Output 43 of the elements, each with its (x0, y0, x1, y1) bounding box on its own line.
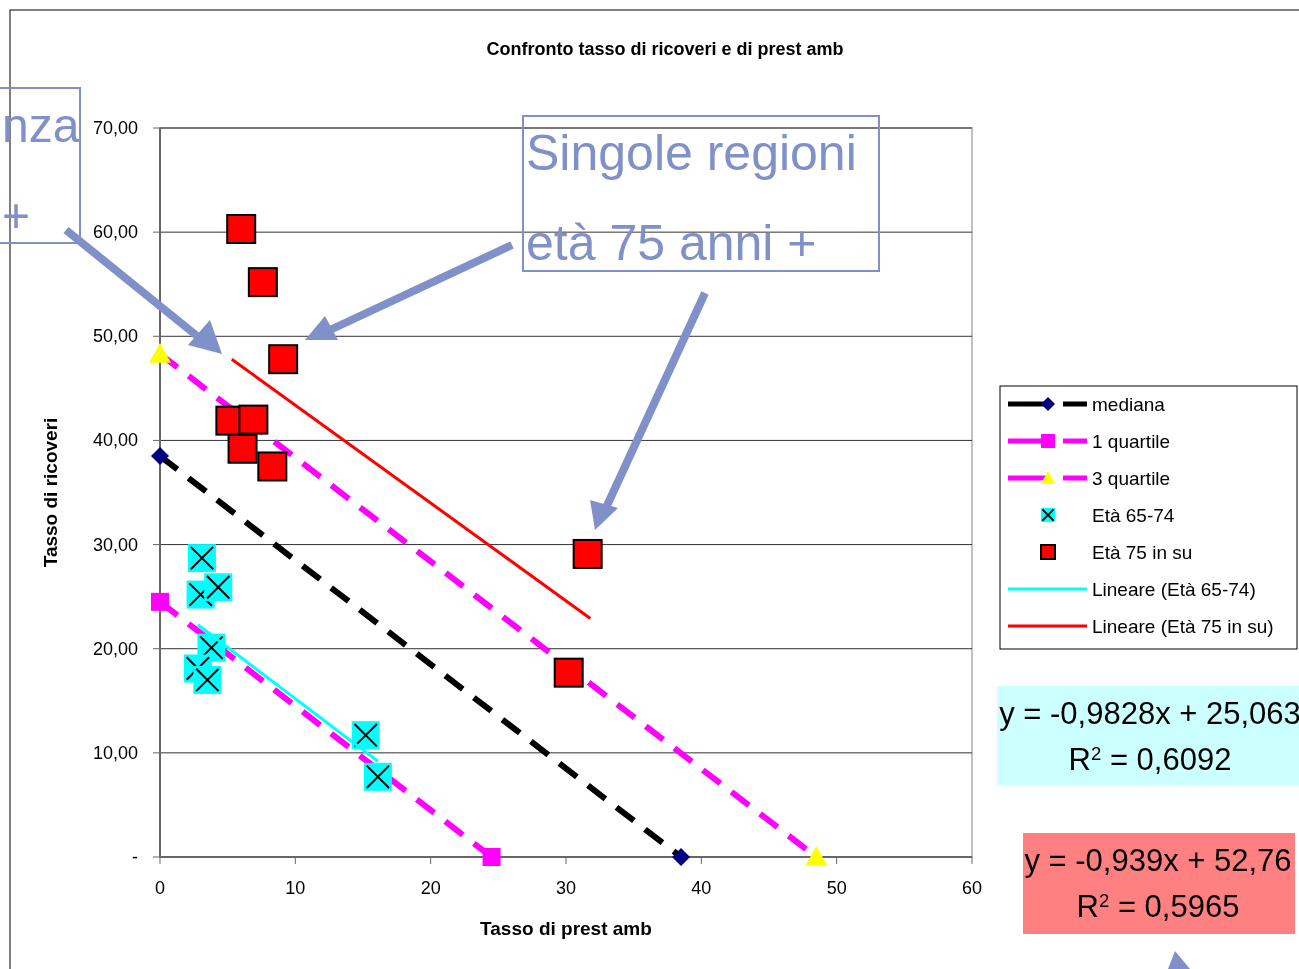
point (268, 344, 299, 375)
text: y = -0,9828x + 25,063 (999, 696, 1299, 731)
point (553, 657, 584, 688)
text: R$^{2}$ = 0,6092 (1068, 742, 1232, 777)
legend-label: 1 quartile (1092, 431, 1171, 452)
text: R$^{2}$ = 0,5965 (1076, 889, 1240, 924)
legend-label: Età 75 in su (1092, 542, 1193, 563)
annotation: Singole regioni (526, 125, 857, 181)
chart-title: Confronto tasso di ricoveri e di prest amb (486, 39, 844, 59)
x-tick-label: 50 (826, 878, 847, 898)
point (247, 267, 278, 298)
y-tick-label: - (132, 847, 138, 867)
annotation: età 75 anni + (526, 215, 817, 271)
point (151, 592, 169, 611)
point (257, 451, 288, 482)
x-tick-label: 60 (961, 878, 983, 898)
x-tick-label: 30 (555, 878, 577, 898)
point (227, 433, 258, 464)
legend-label: 3 quartile (1092, 468, 1171, 489)
x-tick-label: 20 (420, 878, 441, 898)
x-tick-label: 40 (691, 878, 712, 898)
text: y = -0,939x + 52,76 (1024, 843, 1292, 878)
y-tick-label: 40,00 (92, 430, 138, 451)
y-tick-label: 50,00 (92, 326, 138, 347)
y-tick-label: 70,00 (92, 118, 138, 138)
y-tick-label: 30,00 (92, 534, 138, 555)
x-tick-label: 10 (285, 878, 306, 898)
legend-label: mediana (1092, 394, 1166, 415)
point (482, 848, 501, 866)
y-tick-label: 60,00 (92, 222, 138, 243)
y-axis-title: Tasso di ricoveri (40, 417, 61, 568)
x-axis-title: Tasso di prest amb (480, 918, 652, 939)
point (572, 538, 603, 569)
y-tick-label: 20,00 (92, 638, 138, 659)
x-tick-label: 0 (154, 878, 166, 898)
legend-label: Lineare (Età 65-74) (1092, 579, 1256, 600)
y-tick-label: 10,00 (92, 742, 138, 763)
point (672, 848, 691, 866)
point (238, 404, 269, 435)
point (226, 214, 257, 245)
point (151, 447, 169, 466)
legend-label: Lineare (Età 75 in su) (1092, 616, 1274, 637)
legend-label: Età 65-74 (1092, 505, 1175, 526)
